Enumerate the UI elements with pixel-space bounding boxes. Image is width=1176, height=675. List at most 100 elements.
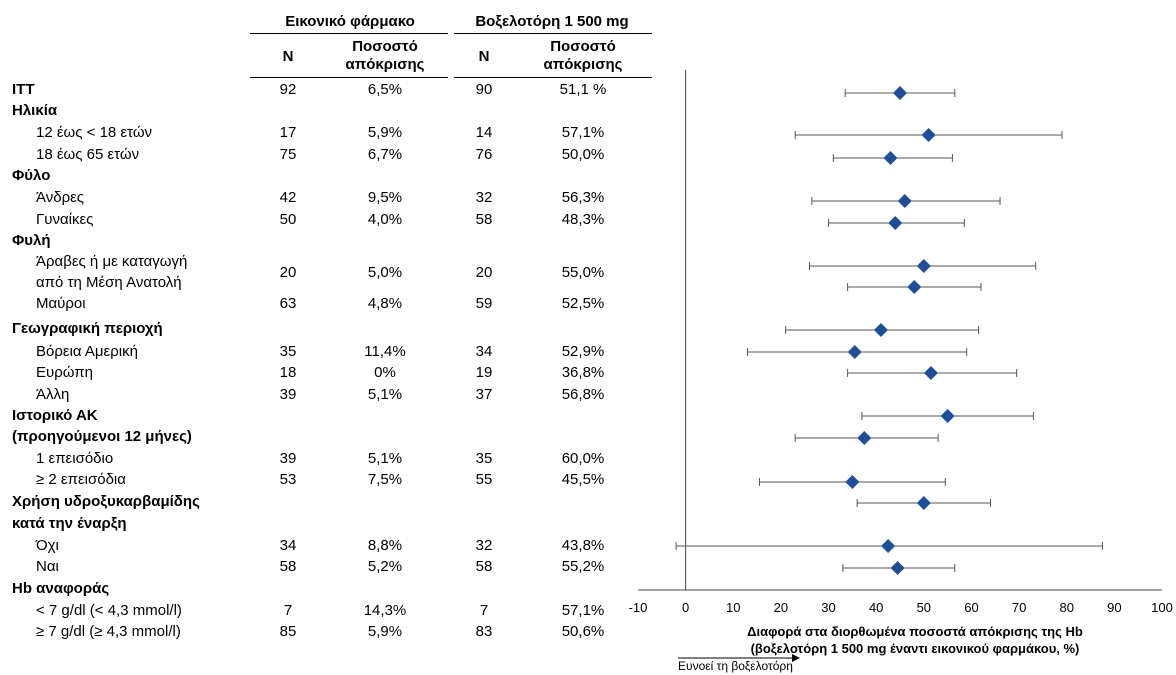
x-tick-label: 40 xyxy=(869,600,883,615)
voxelotor-n-cell: 7 xyxy=(479,602,489,619)
placebo-n-cell: 85 xyxy=(279,623,297,640)
placebo-rate-cell: 14,3% xyxy=(363,602,407,619)
estimate-diamond xyxy=(845,475,860,489)
subgroup-heading: Φύλο xyxy=(12,167,51,184)
x-tick-label: 0 xyxy=(682,600,689,615)
x-tick-label: 10 xyxy=(726,600,740,615)
voxelotor-n-cell: 32 xyxy=(475,537,493,554)
placebo-rate-cell: 5,0% xyxy=(367,264,403,281)
voxelotor-rate-cell: 57,1% xyxy=(561,124,605,141)
placebo-n-cell: 50 xyxy=(279,211,297,228)
placebo-rate-cell: 5,2% xyxy=(367,558,403,575)
subgroup-label: < 7 g/dl (< 4,3 mmol/l) xyxy=(36,602,182,619)
voxelotor-n-cell: 34 xyxy=(475,343,493,360)
placebo-n-cell: 39 xyxy=(279,386,297,403)
voxelotor-rate-cell: 52,5% xyxy=(561,295,605,312)
voxelotor-rate-cell: 51,1 % xyxy=(559,81,607,98)
subgroup-heading: Γεωγραφική περιοχή xyxy=(12,320,163,337)
voxelotor-rate-cell: 52,9% xyxy=(561,343,605,360)
column-header-rule-right xyxy=(454,77,652,78)
voxelotor-rate-cell: 50,6% xyxy=(561,623,605,640)
x-tick-label: 70 xyxy=(1012,600,1026,615)
placebo-rate-cell: 0% xyxy=(374,364,396,381)
placebo-n-cell: 20 xyxy=(279,264,297,281)
voxelotor-rate-cell: 57,1% xyxy=(561,602,605,619)
placebo-n-cell: 53 xyxy=(279,471,297,488)
voxelotor-n-cell: 90 xyxy=(475,81,493,98)
voxelotor-rate-cell: 45,5% xyxy=(561,471,605,488)
placebo-n-header: N xyxy=(282,48,294,65)
subgroup-label: Όχι xyxy=(36,537,59,554)
group-header-rule-left xyxy=(250,33,448,34)
placebo-n-cell: 42 xyxy=(279,189,297,206)
placebo-rate-header-line1: Ποσοστό xyxy=(352,38,418,55)
subgroup-label: ≥ 7 g/dl (≥ 4,3 mmol/l) xyxy=(36,623,181,640)
placebo-rate-cell: 6,5% xyxy=(367,81,403,98)
estimate-diamond xyxy=(940,409,955,423)
placebo-rate-header-line2: απόκρισης xyxy=(345,56,425,73)
subgroup-label: Μαύροι xyxy=(36,295,86,312)
estimate-diamond xyxy=(873,323,888,337)
voxelotor-n-cell: 14 xyxy=(475,124,493,141)
voxelotor-n-cell: 35 xyxy=(475,450,493,467)
x-tick-label: 100 xyxy=(1151,600,1173,615)
estimate-diamond xyxy=(890,561,905,575)
voxelotor-n-cell: 20 xyxy=(475,264,493,281)
estimate-diamond xyxy=(923,366,938,380)
voxelotor-group-header: Βοξελοτόρη 1 500 mg xyxy=(475,13,629,30)
voxelotor-rate-cell: 36,8% xyxy=(561,364,605,381)
placebo-rate-cell: 6,7% xyxy=(367,146,403,163)
estimate-diamond xyxy=(881,539,896,553)
estimate-diamond xyxy=(847,345,862,359)
voxelotor-rate-cell: 55,0% xyxy=(561,264,605,281)
subgroup-label: ≥ 2 επεισόδια xyxy=(36,471,126,488)
subgroup-label: Βόρεια Αμερική xyxy=(36,343,138,360)
placebo-n-cell: 7 xyxy=(283,602,293,619)
subgroup-label: 12 έως < 18 ετών xyxy=(36,124,153,141)
estimate-diamond xyxy=(921,128,936,142)
voxelotor-n-cell: 55 xyxy=(475,471,493,488)
estimate-diamond xyxy=(916,259,931,273)
subgroup-label-line2: από τη Μέση Ανατολή xyxy=(36,274,182,291)
subgroup-label: 18 έως 65 ετών xyxy=(36,146,140,163)
x-tick-label: 50 xyxy=(917,600,931,615)
voxelotor-rate-cell: 50,0% xyxy=(561,146,605,163)
subgroup-label: Άνδρες xyxy=(36,189,85,206)
x-tick-label: -10 xyxy=(629,600,648,615)
placebo-n-cell: 63 xyxy=(279,295,297,312)
subgroup-label: Ναι xyxy=(36,558,59,575)
x-tick-label: 90 xyxy=(1107,600,1121,615)
voxelotor-n-cell: 32 xyxy=(475,189,493,206)
placebo-rate-cell: 5,9% xyxy=(367,124,403,141)
placebo-rate-cell: 5,9% xyxy=(367,623,403,640)
subgroup-heading: (προηγούμενοι 12 μήνες) xyxy=(12,428,192,445)
placebo-n-cell: 39 xyxy=(279,450,297,467)
placebo-n-cell: 75 xyxy=(279,146,297,163)
placebo-rate-cell: 4,8% xyxy=(367,295,403,312)
estimate-diamond xyxy=(897,194,912,208)
column-header-rule-left xyxy=(250,77,448,78)
placebo-n-cell: 34 xyxy=(279,537,297,554)
subgroup-heading: Ηλικία xyxy=(12,102,58,119)
subgroup-heading: Ιστορικό ΑΚ xyxy=(12,407,98,424)
voxelotor-rate-cell: 55,2% xyxy=(561,558,605,575)
x-axis-label-line2: (βοξελοτόρη 1 500 mg έναντι εικονικού φα… xyxy=(750,641,1080,656)
voxelotor-n-cell: 59 xyxy=(475,295,493,312)
subgroup-heading: Χρήση υδροξυκαρβαμίδης xyxy=(12,493,200,510)
voxelotor-rate-cell: 56,3% xyxy=(561,189,605,206)
placebo-rate-cell: 8,8% xyxy=(367,537,403,554)
x-tick-label: 20 xyxy=(774,600,788,615)
x-tick-label: 60 xyxy=(964,600,978,615)
voxelotor-n-cell: 19 xyxy=(475,364,493,381)
placebo-rate-cell: 11,4% xyxy=(364,343,406,360)
estimate-diamond xyxy=(883,151,898,165)
subgroup-label: Άραβες ή με καταγωγή xyxy=(36,253,188,270)
estimate-diamond xyxy=(857,431,872,445)
subgroup-label: Γυναίκες xyxy=(36,211,94,228)
placebo-n-cell: 58 xyxy=(279,558,297,575)
subgroup-label: 1 επεισόδιο xyxy=(36,450,114,467)
subgroup-label: Ευρώπη xyxy=(36,364,93,381)
subgroup-label: Άλλη xyxy=(36,386,70,403)
voxelotor-rate-header-line2: απόκρισης xyxy=(543,56,623,73)
